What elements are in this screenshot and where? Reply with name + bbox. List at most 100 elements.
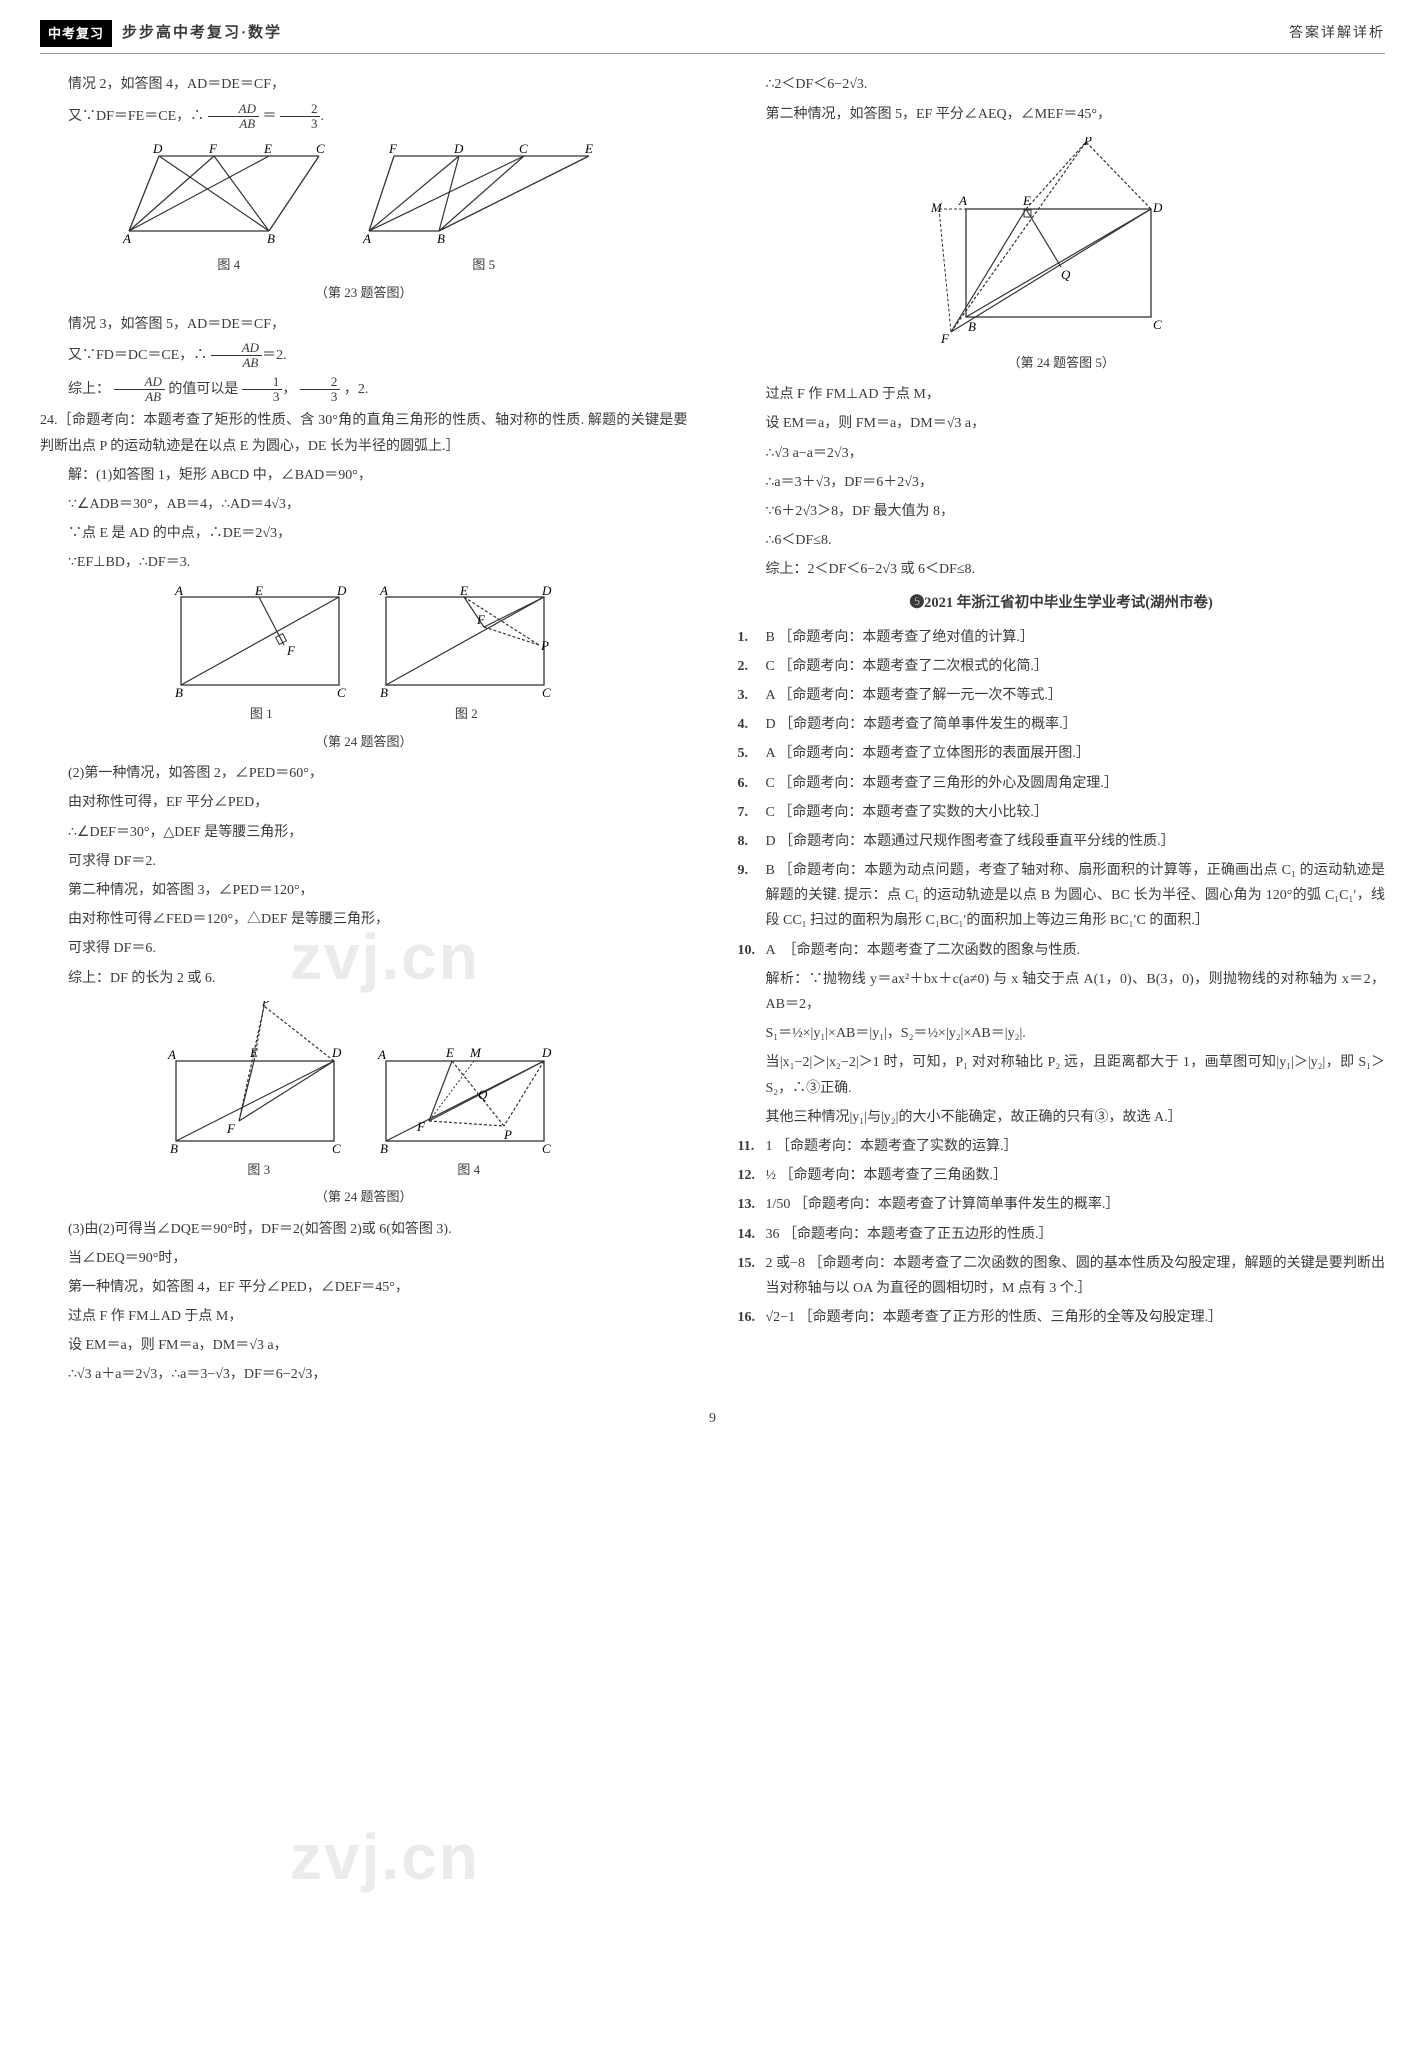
svg-text:F: F [940,331,950,346]
item-body: D ［命题考向：本题通过尺规作图考查了线段垂直平分线的性质.］ [766,829,1386,854]
item-number: 9. [738,858,766,934]
text-line: ∵EF⊥BD，∴DF＝3. [40,550,688,575]
svg-text:A: A [167,1047,176,1062]
text-line: 解：(1)如答图 1，矩形 ABCD 中，∠BAD＝90°， [40,463,688,488]
svg-text:A: A [122,231,131,246]
item-body: B ［命题考向：本题为动点问题，考查了轴对称、扇形面积的计算等，正确画出点 C₁… [766,858,1386,934]
svg-text:F: F [476,612,486,627]
svg-text:P: P [540,638,549,653]
svg-text:B: B [437,231,445,246]
geometry-diagram: A B D F E C [119,141,339,251]
answer-items-2: 11.1 ［命题考向：本题考查了实数的运算.］12.½ ［命题考向：本题考查了三… [738,1134,1386,1330]
item-body: C ［命题考向：本题考查了实数的大小比较.］ [766,800,1386,825]
svg-text:B: B [968,319,976,334]
page-header: 中考复习 步步高中考复习·数学 答案详解详析 [40,20,1385,54]
page-number: 9 [40,1406,1385,1431]
svg-text:C: C [332,1141,341,1156]
svg-text:C: C [542,685,551,700]
svg-text:D: D [336,585,347,598]
figure-4: A B D F E C 图 4 [119,141,339,276]
text-line: 可求得 DF＝6. [40,936,688,961]
answer-item: 4.D ［命题考向：本题考查了简单事件发生的概率.］ [738,712,1386,737]
item-number: 3. [738,683,766,708]
svg-text:A: A [362,231,371,246]
text-line: 设 EM＝a，则 FM＝a，DM＝√3 a， [40,1333,688,1358]
svg-text:F: F [286,643,296,658]
answer-item-10: 10. A ［命题考向：本题考查了二次函数的图象与性质. [738,938,1386,963]
text-line: ∵点 E 是 AD 的中点，∴DE＝2√3， [40,521,688,546]
item-number: 6. [738,771,766,796]
svg-text:C: C [337,685,346,700]
figure-5: A B F D C E 图 5 [359,141,609,276]
header-right: 答案详解详析 [1289,21,1385,46]
answer-item: 14.36 ［命题考向：本题考查了正五边形的性质.］ [738,1222,1386,1247]
text-line: 综上：2＜DF＜6−2√3 或 6＜DF≤8. [738,557,1386,582]
answer-item: 11.1 ［命题考向：本题考查了实数的运算.］ [738,1134,1386,1159]
text-line: ∴∠DEF＝30°，△DEF 是等腰三角形， [40,820,688,845]
text-line: 第二种情况，如答图 5，EF 平分∠AEQ，∠MEF＝45°， [738,102,1386,127]
answer-item: 2.C ［命题考向：本题考查了二次根式的化简.］ [738,654,1386,679]
two-column-layout: 情况 2，如答图 4，AD＝DE＝CF， 又∵DF＝FE＝CE，∴ AD AB … [40,68,1385,1391]
figure-2: A E D B C F P 图 2 [374,585,559,725]
geometry-diagram: A E D B C F P [164,1001,354,1156]
text-line: 过点 F 作 FM⊥AD 于点 M， [40,1304,688,1329]
item-body: A ［命题考向：本题考查了立体图形的表面展开图.］ [766,741,1386,766]
text-line: ∵6＋2√3＞8，DF 最大值为 8， [738,499,1386,524]
svg-text:Q: Q [478,1087,488,1102]
svg-text:E: E [249,1045,258,1060]
svg-text:P: P [503,1127,512,1142]
figure-caption: （第 24 题答图） [40,730,688,753]
answer-item: 1.B ［命题考向：本题考查了绝对值的计算.］ [738,625,1386,650]
svg-text:B: B [380,1141,388,1156]
item-number: 5. [738,741,766,766]
svg-text:M: M [931,200,943,215]
item-number: 13. [738,1192,766,1217]
text-line: 又∵DF＝FE＝CE，∴ AD AB ＝ 2 3 . [40,102,688,132]
figure-1: A E D B C F 图 1 [169,585,354,725]
text-line: ∴2＜DF＜6−2√3. [738,72,1386,97]
answer-item: 7.C ［命题考向：本题考查了实数的大小比较.］ [738,800,1386,825]
text-line: 当∠DEQ＝90°时， [40,1246,688,1271]
answer-item: 6.C ［命题考向：本题考查了三角形的外心及圆周角定理.］ [738,771,1386,796]
figure-caption: （第 24 题答图） [40,1185,688,1208]
figure-5-right: M A E D B C F P Q [931,137,1191,347]
svg-text:M: M [469,1045,482,1060]
right-column: ∴2＜DF＜6−2√3. 第二种情况，如答图 5，EF 平分∠AEQ，∠MEF＝… [728,68,1386,1391]
svg-text:D: D [541,585,552,598]
svg-text:D: D [541,1045,552,1060]
text-line: (2)第一种情况，如答图 2，∠PED＝60°， [40,761,688,786]
svg-text:E: E [445,1045,454,1060]
geometry-diagram: A E D B C F [169,585,354,700]
svg-text:F: F [416,1119,426,1134]
figure-row: A E D B C F 图 1 [40,585,688,725]
answer-item: 9.B ［命题考向：本题为动点问题，考查了轴对称、扇形面积的计算等，正确画出点 … [738,858,1386,934]
svg-text:B: B [267,231,275,246]
text-line: S₁＝½×|y₁|×AB＝|y₁|，S₂＝½×|y₂|×AB＝|y₂|. [766,1021,1386,1046]
svg-text:F: F [208,141,218,156]
item-number: 8. [738,829,766,854]
svg-text:C: C [1153,317,1162,332]
left-column: 情况 2，如答图 4，AD＝DE＝CF， 又∵DF＝FE＝CE，∴ AD AB … [40,68,698,1391]
answer-item: 15.2 或−8 ［命题考向：本题考查了二次函数的图象、圆的基本性质及勾股定理，… [738,1251,1386,1301]
answer-item: 3.A ［命题考向：本题考查了解一元一次不等式.］ [738,683,1386,708]
item-number: 16. [738,1305,766,1330]
question-24: 24.［命题考向：本题考查了矩形的性质、含 30°角的直角三角形的性质、轴对称的… [40,408,688,458]
svg-text:B: B [175,685,183,700]
svg-text:D: D [331,1045,342,1060]
figure-caption: （第 24 题答图 5） [738,351,1386,374]
item-body: 1 ［命题考向：本题考查了实数的运算.］ [766,1134,1386,1159]
figure-label: 图 5 [359,253,609,276]
svg-text:E: E [263,141,272,156]
answer-item: 13.1/50 ［命题考向：本题考查了计算简单事件发生的概率.］ [738,1192,1386,1217]
svg-text:A: A [174,585,183,598]
text-line: 又∵FD＝DC＝CE，∴ AD AB ＝2. [40,341,688,371]
figure-caption: （第 23 题答图） [40,281,688,304]
svg-text:F: F [226,1121,236,1136]
text-line: ∴√3 a−a＝2√3， [738,441,1386,466]
item-body: D ［命题考向：本题考查了简单事件发生的概率.］ [766,712,1386,737]
figure-label: 图 3 [164,1158,354,1181]
item-body: 1/50 ［命题考向：本题考查了计算简单事件发生的概率.］ [766,1192,1386,1217]
figure-label: 图 4 [374,1158,564,1181]
item-number: 12. [738,1163,766,1188]
fraction: 2 3 [280,102,321,132]
